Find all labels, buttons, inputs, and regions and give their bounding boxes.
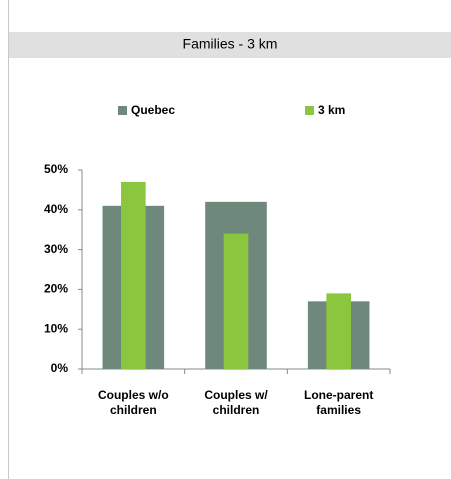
y-tick-label: 50% <box>44 162 68 176</box>
x-tick-label: Couples w/ children <box>204 388 268 417</box>
bar <box>223 233 249 369</box>
legend-swatch <box>305 106 314 115</box>
y-tick-label: 0% <box>51 361 69 375</box>
legend-label: 3 km <box>318 103 345 117</box>
x-tick-label: Couples w/o children <box>97 388 169 417</box>
bar <box>326 293 351 369</box>
legend-label: Quebec <box>131 103 175 117</box>
y-tick-label: 30% <box>44 242 68 256</box>
y-tick-label: 10% <box>44 321 68 335</box>
y-tick-label: 20% <box>44 282 68 296</box>
x-tick-label: Lone-parent families <box>303 388 374 417</box>
chart-title: Families - 3 km <box>183 36 278 52</box>
title-bar <box>9 32 451 58</box>
bar <box>121 181 146 369</box>
y-tick-label: 40% <box>44 202 68 216</box>
legend-swatch <box>118 106 127 115</box>
